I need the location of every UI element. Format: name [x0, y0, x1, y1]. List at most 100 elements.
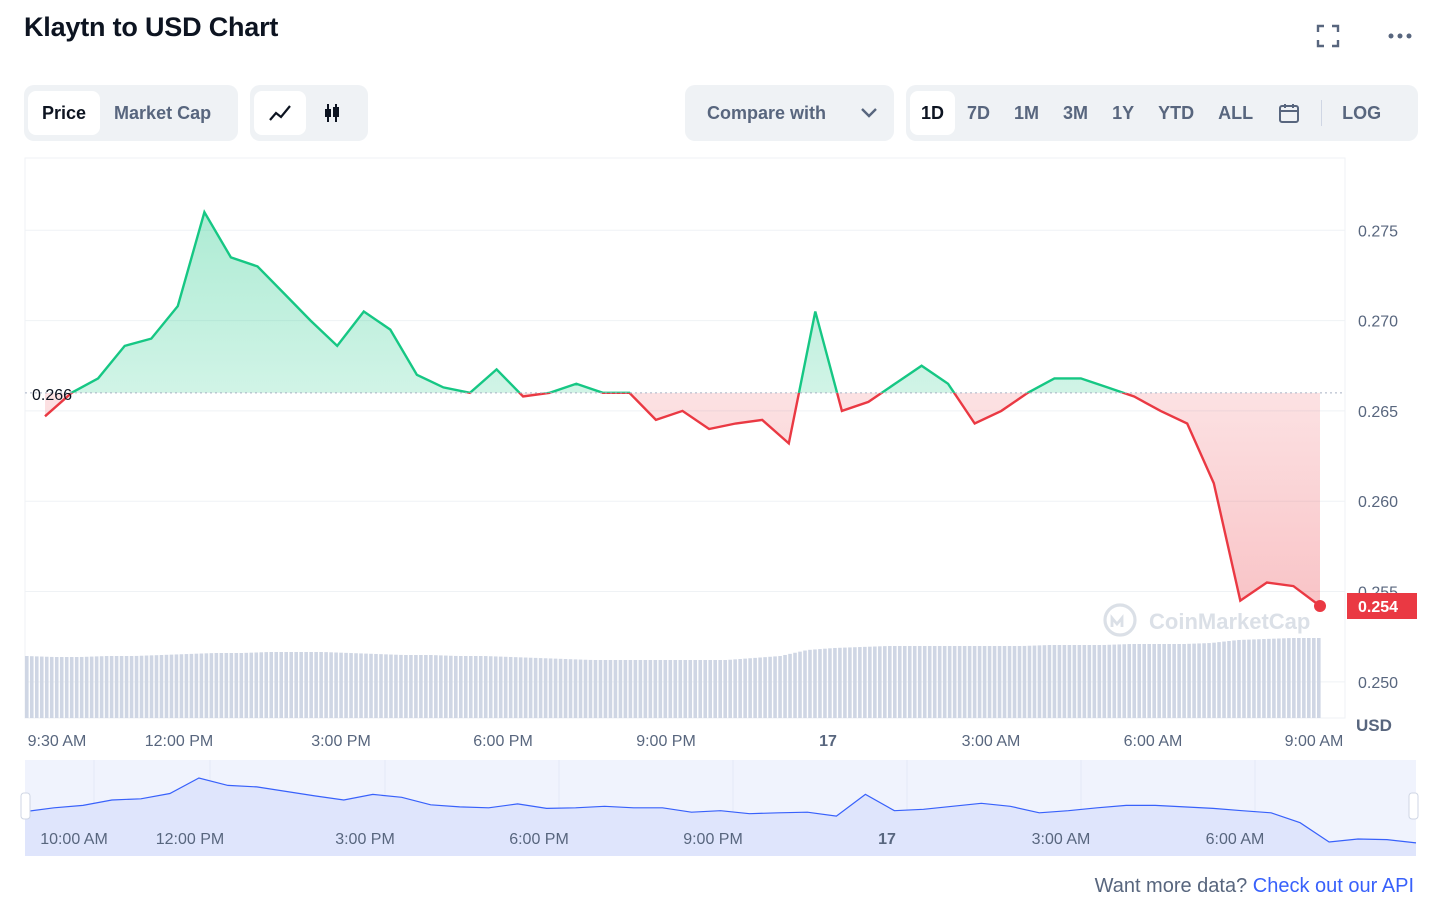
volume-bar — [473, 656, 478, 718]
volume-bar — [648, 660, 653, 718]
volume-bar — [59, 657, 64, 718]
volume-bar — [967, 646, 972, 718]
tab-market-cap[interactable]: Market Cap — [114, 102, 212, 123]
volume-bar — [583, 659, 588, 718]
more-dots-icon[interactable] — [1386, 22, 1414, 50]
range-all[interactable]: ALL — [1218, 102, 1254, 123]
volume-bar — [688, 660, 693, 718]
range-1d[interactable]: 1D — [910, 91, 956, 135]
navigator-tick-label: 12:00 PM — [156, 831, 224, 848]
candlestick-icon[interactable] — [306, 91, 358, 135]
calendar-icon[interactable] — [1265, 91, 1313, 135]
navigator-tick-label: 9:00 PM — [683, 831, 743, 848]
volume-bar — [369, 653, 373, 718]
volume-bar — [1027, 645, 1032, 718]
api-link[interactable]: Check out our API — [1252, 875, 1414, 897]
volume-bar — [349, 653, 353, 718]
volume-bar — [1107, 644, 1112, 718]
range-7d[interactable]: 7D — [967, 102, 991, 123]
volume-bar — [1022, 645, 1027, 718]
volume-bar — [613, 660, 618, 718]
price-line-down — [44, 392, 1321, 607]
volume-bar — [89, 656, 94, 718]
volume-bar — [84, 656, 89, 718]
volume-bar — [29, 656, 34, 718]
volume-bar — [858, 647, 862, 718]
volume-bar — [558, 658, 563, 718]
volume-bar — [1302, 638, 1306, 718]
volume-bar — [134, 655, 139, 718]
navigator-handle-left[interactable] — [20, 792, 31, 820]
volume-bar — [1072, 645, 1077, 718]
range-1m[interactable]: 1M — [1014, 102, 1040, 123]
volume-bar — [129, 656, 134, 718]
x-tick-label: 6:00 PM — [473, 733, 533, 750]
volume-bar — [543, 658, 548, 718]
volume-bar — [1087, 645, 1092, 718]
volume-bar — [548, 658, 553, 718]
volume-bar — [1222, 641, 1226, 718]
volume-bar — [339, 652, 343, 718]
volume-bar — [1037, 645, 1042, 718]
volume-bar — [364, 653, 368, 718]
volume-bar — [892, 646, 897, 718]
volume-bar — [922, 646, 927, 718]
volume-bar — [224, 653, 229, 718]
volume-bar — [962, 646, 967, 718]
volume-bar — [793, 652, 797, 718]
volume-bar — [179, 654, 184, 718]
volume-bar — [1092, 645, 1097, 718]
volume-bar — [54, 657, 59, 718]
volume-bar — [269, 652, 274, 718]
volume-bar — [563, 659, 568, 718]
volume-bar — [883, 646, 887, 718]
x-tick-label: 3:00 PM — [311, 733, 371, 750]
volume-bar — [244, 652, 249, 718]
range-3m[interactable]: 3M — [1063, 102, 1089, 123]
range-ytd[interactable]: YTD — [1158, 102, 1195, 123]
volume-bar — [608, 660, 613, 718]
volume-bar — [733, 659, 737, 718]
volume-bar — [1102, 644, 1107, 718]
volume-bar — [748, 658, 752, 718]
volume-bar — [299, 652, 303, 718]
price-area-up — [71, 212, 1124, 393]
navigator-handle-right[interactable] — [1408, 792, 1419, 820]
volume-bar — [79, 656, 84, 718]
expand-icon[interactable] — [1314, 22, 1342, 50]
volume-bar — [384, 654, 388, 718]
volume-bar — [823, 648, 827, 718]
volume-bar — [414, 655, 418, 718]
volume-bar — [1172, 644, 1176, 718]
volume-bar — [204, 653, 209, 718]
volume-bar — [144, 655, 149, 718]
volume-bar — [873, 646, 877, 718]
volume-bar — [1237, 639, 1241, 718]
range-navigator[interactable]: 10:00 AM 12:00 PM 3:00 PM 6:00 PM 9:00 PM 17 3… — [20, 760, 1419, 856]
volume-bar — [683, 660, 688, 718]
volume-bar — [1202, 643, 1206, 718]
volume-bar — [44, 656, 49, 718]
navigator-tick-label: 3:00 AM — [1032, 831, 1091, 848]
volume-bar — [109, 656, 114, 718]
navigator-tick-label: 6:00 AM — [1206, 831, 1265, 848]
coinmarketcap-watermark: CoinMarketCap — [1103, 603, 1310, 637]
volume-bar — [518, 657, 523, 718]
volume-bar — [449, 655, 453, 718]
volume-bar — [314, 652, 318, 718]
volume-bar — [424, 655, 428, 718]
volume-bar — [678, 660, 683, 718]
range-1y[interactable]: 1Y — [1112, 102, 1135, 123]
volume-bar — [997, 646, 1002, 718]
tab-price[interactable]: Price — [28, 91, 101, 135]
line-chart-icon[interactable] — [254, 91, 306, 135]
log-scale-toggle[interactable]: LOG — [1342, 102, 1382, 123]
volume-bar — [1062, 645, 1067, 718]
volume-bar — [798, 651, 802, 718]
volume-bar — [1192, 643, 1196, 718]
volume-bar — [723, 660, 727, 718]
volume-bar — [394, 654, 398, 718]
compare-with-dropdown[interactable]: Compare with — [685, 85, 894, 141]
volume-bar — [219, 653, 224, 718]
